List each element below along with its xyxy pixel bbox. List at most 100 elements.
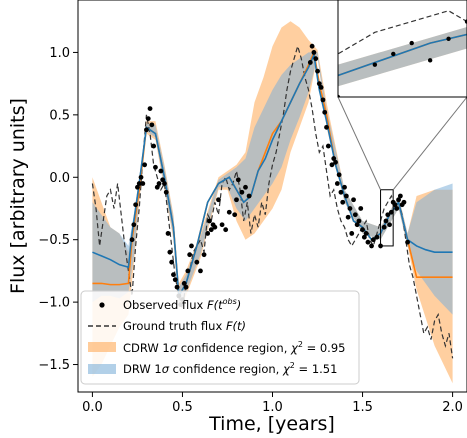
observed-point — [189, 243, 194, 249]
observed-point — [396, 197, 401, 203]
observed-point — [322, 109, 328, 115]
observed-point-inset — [23, 30, 27, 34]
observed-point — [336, 172, 342, 178]
observed-point — [194, 259, 200, 265]
observed-point — [160, 177, 166, 183]
observed-point — [183, 284, 189, 290]
observed-point — [334, 181, 340, 186]
observed-point — [313, 56, 319, 62]
observed-point — [358, 206, 364, 211]
observed-point — [405, 239, 410, 245]
observed-point — [347, 206, 353, 211]
observed-point — [144, 127, 149, 133]
observed-point-inset — [409, 40, 414, 46]
x-tick-label: 1.0 — [262, 400, 283, 415]
observed-point — [151, 143, 157, 149]
observed-point — [208, 227, 214, 233]
observed-point — [154, 184, 160, 190]
observed-point — [129, 237, 135, 243]
observed-point — [136, 181, 142, 186]
y-tick-label: 1.0 — [49, 46, 70, 61]
observed-point — [234, 197, 239, 203]
observed-point — [185, 268, 191, 274]
y-axis-ticks: −1.5 −1.0 −0.5 0.0 0.5 1.0 — [38, 46, 78, 373]
legend-marker-cdrw — [88, 342, 116, 352]
observed-point — [158, 168, 164, 174]
x-tick-label: 0.0 — [82, 400, 103, 415]
observed-point-inset — [59, 15, 63, 19]
observed-point — [205, 231, 211, 236]
zoom-inset — [23, 0, 467, 247]
observed-point — [324, 124, 329, 130]
observed-point — [315, 68, 320, 74]
observed-point — [331, 156, 337, 161]
observed-point — [201, 252, 207, 258]
observed-point — [140, 181, 146, 186]
observed-point — [392, 202, 398, 208]
observed-point — [163, 189, 169, 195]
observed-point — [370, 237, 376, 243]
observed-point — [207, 218, 212, 224]
observed-point — [172, 277, 178, 283]
observed-point — [340, 199, 346, 205]
observed-point — [329, 162, 335, 168]
observed-point — [145, 116, 151, 121]
observed-point — [365, 239, 371, 245]
observed-point — [311, 50, 317, 55]
observed-point — [397, 193, 403, 199]
observed-point — [153, 164, 158, 170]
observed-point — [381, 224, 387, 230]
x-tick-label: 0.5 — [172, 400, 193, 415]
truth-line — [91, 44, 454, 359]
observed-point — [133, 202, 139, 208]
observed-point — [360, 227, 365, 233]
y-tick-label: −0.5 — [38, 233, 70, 248]
observed-point — [333, 159, 338, 165]
observed-point — [169, 259, 175, 265]
observed-point — [352, 212, 358, 218]
legend-marker-drw — [88, 364, 116, 374]
legend-label-observed: Observed flux F(tobs) — [123, 297, 241, 312]
observed-point — [342, 184, 347, 190]
legend-label-truth: Ground truth flux F(t) — [123, 319, 246, 333]
observed-point-inset — [427, 58, 433, 63]
observed-point — [309, 43, 315, 49]
observed-point — [181, 280, 187, 286]
observed-point — [135, 184, 140, 190]
legend: Observed flux F(tobs) Ground truth flux … — [80, 290, 360, 385]
observed-point — [351, 197, 356, 203]
observed-point — [235, 177, 241, 183]
observed-point — [219, 222, 225, 228]
observed-point — [307, 60, 313, 65]
observed-point — [349, 231, 355, 236]
observed-point — [223, 227, 229, 233]
observed-point — [239, 189, 245, 195]
observed-point — [320, 97, 326, 103]
zoom-region-box — [380, 189, 394, 247]
legend-marker-observed — [99, 302, 105, 308]
y-tick-label: −1.0 — [38, 296, 70, 311]
observed-point — [187, 252, 193, 258]
legend-label-drw: DRW 1σ confidence region, χ2 = 1.51 — [123, 361, 337, 376]
observed-point — [374, 234, 380, 240]
observed-point-inset — [391, 51, 396, 57]
observed-point — [149, 122, 155, 128]
observed-point — [325, 143, 331, 149]
observed-point — [131, 222, 137, 228]
observed-point — [174, 284, 180, 290]
observed-point — [338, 189, 344, 195]
y-tick-label: −1.5 — [38, 358, 70, 373]
x-axis-label: Time, [years] — [208, 413, 335, 435]
legend-label-cdrw: CDRW 1σ confidence region, χ2 = 0.95 — [123, 340, 345, 355]
x-axis-ticks: 0.0 0.5 1.0 1.5 2.0 — [82, 392, 463, 415]
observed-point — [226, 209, 232, 215]
observed-point — [356, 218, 362, 224]
observed-point — [369, 243, 374, 249]
inset-frame — [337, 0, 467, 98]
observed-point — [232, 212, 238, 218]
observed-point — [165, 231, 171, 236]
observed-point — [142, 162, 148, 168]
observed-point — [394, 206, 400, 211]
observed-point — [316, 81, 322, 87]
x-tick-label: 1.5 — [352, 400, 373, 415]
